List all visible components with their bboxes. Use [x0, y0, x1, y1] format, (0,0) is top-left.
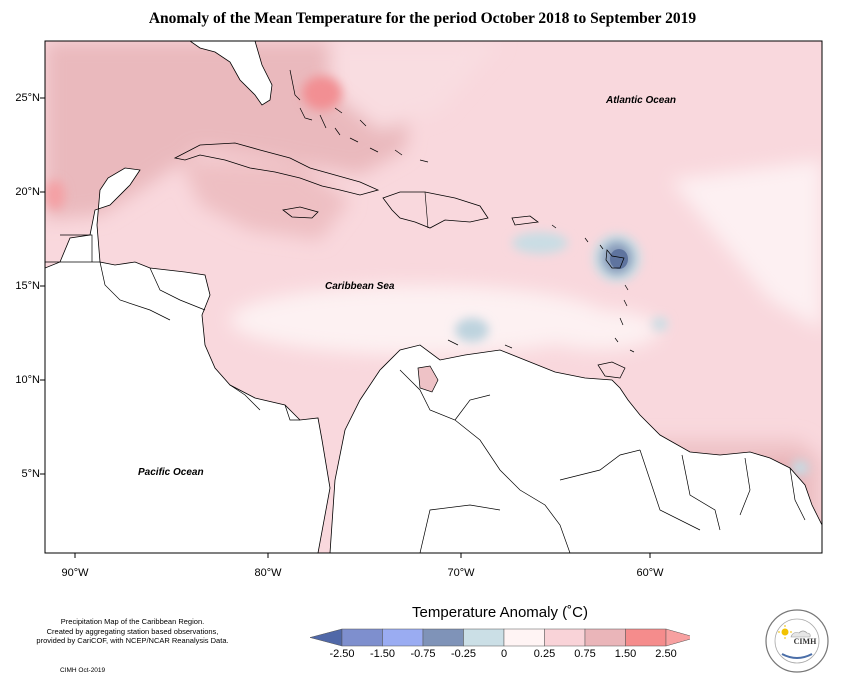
colorbar-tip-low: [310, 628, 343, 647]
label-atlantic-ocean: Atlantic Ocean: [606, 95, 677, 106]
footer-note-line: provided by CariCOF, with NCEP/NCAR Rean…: [36, 636, 229, 645]
colorbar-label: 0: [500, 648, 508, 660]
colorbar-tip-high: [665, 628, 690, 647]
colorbar-label: 1.50: [614, 648, 637, 660]
logo-text: CIMH: [793, 637, 817, 646]
lat-label-15n: 15°N: [15, 280, 40, 292]
label-pacific-ocean: Pacific Ocean: [138, 467, 204, 478]
lon-label-60w: 60°W: [636, 567, 664, 579]
lat-label-25n: 25°N: [15, 92, 40, 104]
central-america-land: [45, 167, 331, 553]
colorbar-label: -0.25: [450, 648, 477, 660]
sun-icon: [778, 625, 792, 639]
cimh-logo: [765, 609, 829, 673]
colorbar-label: -0.75: [410, 648, 436, 660]
colorbar-label: -2.50: [329, 648, 355, 660]
cuba-outline: [173, 142, 380, 196]
footer-credit: CIMH Oct-2019: [60, 667, 106, 674]
colorbar-label: -1.50: [369, 648, 396, 660]
footer-note-line: Precipitation Map of the Caribbean Regio…: [60, 617, 205, 626]
label-caribbean-sea: Caribbean Sea: [325, 281, 395, 292]
colorbar-segment: [503, 628, 545, 647]
south-america-land: [329, 344, 822, 553]
colorbar-label: 0.25: [533, 648, 556, 660]
lon-label-70w: 70°W: [447, 567, 475, 579]
lat-label-5n: 5°N: [21, 468, 40, 480]
lon-label-80w: 80°W: [254, 567, 282, 579]
lat-label-20n: 20°N: [15, 186, 40, 198]
colorbar-label: 2.50: [655, 648, 677, 660]
cloud-icon: [790, 630, 811, 638]
florida-land: [189, 41, 273, 106]
colorbar-segment: [625, 628, 667, 647]
colorbar-segment: [544, 628, 586, 647]
lat-label-10n: 10°N: [15, 374, 40, 386]
colorbar-segment: [584, 628, 626, 647]
legend-title: Temperature Anomaly (˚C): [412, 604, 588, 621]
lon-label-90w: 90°W: [61, 567, 89, 579]
colorbar-segment: [422, 628, 464, 647]
colorbar-label: 0.75: [574, 648, 596, 660]
colorbar-segment: [341, 628, 383, 647]
footer-note: Precipitation Map of the Caribbean Regio…: [10, 617, 255, 646]
footer-note-line: Created by aggregating station based obs…: [46, 626, 219, 636]
map-title: Anomaly of the Mean Temperature for the …: [148, 10, 697, 27]
colorbar: [310, 628, 690, 647]
colorbar-segment: [463, 628, 505, 647]
anomaly-field: [45, 41, 822, 553]
colorbar-segment: [382, 628, 424, 647]
